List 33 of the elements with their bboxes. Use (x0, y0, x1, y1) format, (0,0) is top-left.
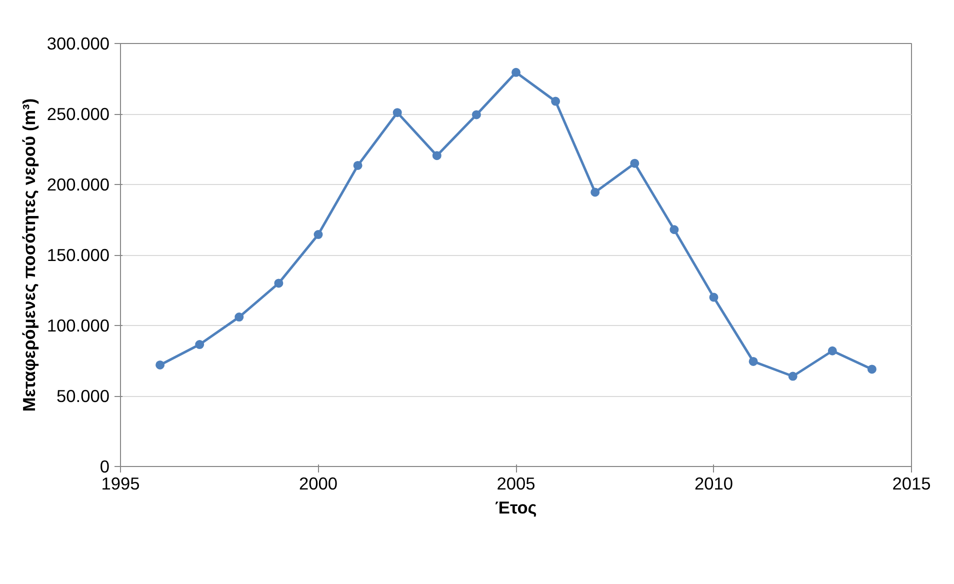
point (432, 151, 442, 160)
y-tick-label: 300.000 (46, 34, 110, 54)
x-axis-title: Έτος (495, 498, 537, 518)
point (314, 230, 323, 240)
point (630, 158, 640, 168)
point (709, 292, 718, 302)
x-tick-label: 1995 (101, 474, 140, 494)
point (195, 340, 204, 350)
point (748, 356, 758, 366)
point (512, 68, 520, 77)
x-tick-label: 2000 (298, 474, 338, 494)
point (472, 110, 481, 120)
point (234, 312, 244, 322)
point (392, 108, 402, 118)
point (867, 364, 876, 374)
x-tick-label: 2010 (694, 474, 734, 494)
y-tick-label: 0 (100, 456, 110, 476)
y-axis-title: Μεταφερόμενες ποσότητες νερού (m³) (18, 98, 39, 412)
y-tick-label: 200.000 (46, 174, 110, 194)
point (274, 278, 284, 288)
point (788, 372, 798, 381)
point (551, 96, 560, 106)
x-tick-label: 2015 (892, 474, 931, 494)
y-tick-label: 250.000 (46, 104, 110, 124)
y-tick-label: 50.000 (56, 386, 110, 406)
point (670, 225, 679, 234)
y-tick-label: 150.000 (46, 245, 110, 265)
point (828, 346, 837, 356)
point (353, 160, 362, 170)
x-tick-label: 2005 (496, 474, 536, 494)
point (590, 188, 600, 197)
point (156, 360, 165, 370)
y-tick-label: 100.000 (46, 316, 110, 336)
